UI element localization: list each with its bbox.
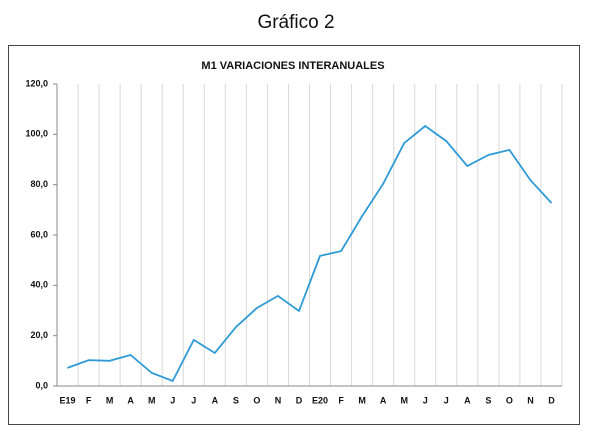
y-tick-label: 100,0 <box>25 129 48 139</box>
y-tick-label: 60,0 <box>30 229 48 239</box>
x-tick-label: J <box>170 395 175 405</box>
x-tick-label: A <box>380 395 387 405</box>
y-tick-label: 120,0 <box>25 78 48 88</box>
x-tick-label: D <box>296 395 303 405</box>
x-tick-label: N <box>527 395 534 405</box>
data-line <box>67 124 553 383</box>
chart-frame <box>8 45 580 425</box>
x-tick-label: J <box>444 395 449 405</box>
x-tick-label: M <box>400 395 408 405</box>
x-tick-label: J <box>191 395 196 405</box>
x-tick-label: A <box>464 395 471 405</box>
x-tick-label: J <box>423 395 428 405</box>
x-tick-label: A <box>212 395 219 405</box>
x-tick-label: M <box>148 395 156 405</box>
x-tick-label: E20 <box>312 395 328 405</box>
y-tick-label: 80,0 <box>30 179 48 189</box>
y-tick-label: 40,0 <box>30 280 48 290</box>
x-tick-label: N <box>275 395 282 405</box>
x-tick-label: D <box>548 395 555 405</box>
x-tick-label: O <box>506 395 513 405</box>
y-tick-label: 20,0 <box>30 330 48 340</box>
x-tick-label: M <box>358 395 366 405</box>
y-tick-label: 0,0 <box>35 380 48 390</box>
x-tick-label: M <box>106 395 114 405</box>
x-tick-label: O <box>253 395 260 405</box>
x-tick-label: F <box>86 395 92 405</box>
x-tick-label: S <box>485 395 491 405</box>
chart-title: M1 VARIACIONES INTERANUALES <box>201 60 384 72</box>
x-tick-label: A <box>127 395 134 405</box>
x-tick-label: E19 <box>60 395 76 405</box>
figure-heading: Gráfico 2 <box>257 12 334 33</box>
x-tick-label: S <box>233 395 239 405</box>
x-tick-label: F <box>338 395 344 405</box>
